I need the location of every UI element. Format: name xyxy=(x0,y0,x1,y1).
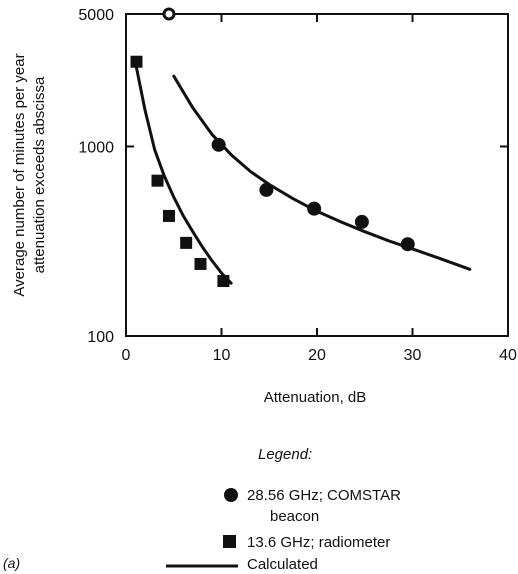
plot-frame xyxy=(125,13,509,337)
x-tick-label: 40 xyxy=(499,347,517,364)
legend-title: Legend: xyxy=(258,446,312,463)
calculated-curve xyxy=(172,74,472,271)
legend-circle-marker xyxy=(224,488,238,502)
radiometer-point xyxy=(151,174,164,187)
x-tick-label: 10 xyxy=(213,347,231,364)
legend-label-comstar: 28.56 GHz; COMSTAR xyxy=(247,487,401,504)
calculated-curve xyxy=(135,66,233,285)
x-axis-title: Attenuation, dB xyxy=(264,389,367,406)
comstar-point xyxy=(162,7,176,21)
x-tick-label: 0 xyxy=(122,347,131,364)
legend: Legend: 28.56 GHz; COMSTAR beacon 13.6 G… xyxy=(166,446,401,573)
y-tick-label: 1000 xyxy=(78,139,114,156)
comstar-point xyxy=(211,137,226,152)
comstar-point xyxy=(400,237,415,252)
panel-label: (a) xyxy=(3,555,20,571)
comstar-point xyxy=(259,182,274,197)
x-tick-label: 30 xyxy=(404,347,422,364)
legend-label-radiometer: 13.6 GHz; radiometer xyxy=(247,534,390,551)
legend-label-comstar-line2: beacon xyxy=(270,508,319,525)
y-axis-title-line1: Average number of minutes per year xyxy=(11,53,28,296)
radiometer-point xyxy=(162,209,175,222)
legend-label-calculated: Calculated xyxy=(247,556,318,573)
x-tick-label: 20 xyxy=(308,347,326,364)
radiometer-point xyxy=(180,236,193,249)
radiometer-point xyxy=(194,257,207,270)
y-tick-label: 100 xyxy=(87,329,114,346)
radiometer-point xyxy=(130,55,143,68)
y-axis-title-line2: attenuation exceeds abscissa xyxy=(31,76,48,273)
y-tick-label: 5000 xyxy=(78,7,114,24)
comstar-point xyxy=(307,201,322,216)
plot-area: 0 10 20 30 40 100 1000 5000 Attenuation, dB Avera… xyxy=(11,7,517,406)
radiometer-point xyxy=(217,275,230,288)
legend-square-marker xyxy=(223,535,236,548)
comstar-point xyxy=(354,214,369,229)
